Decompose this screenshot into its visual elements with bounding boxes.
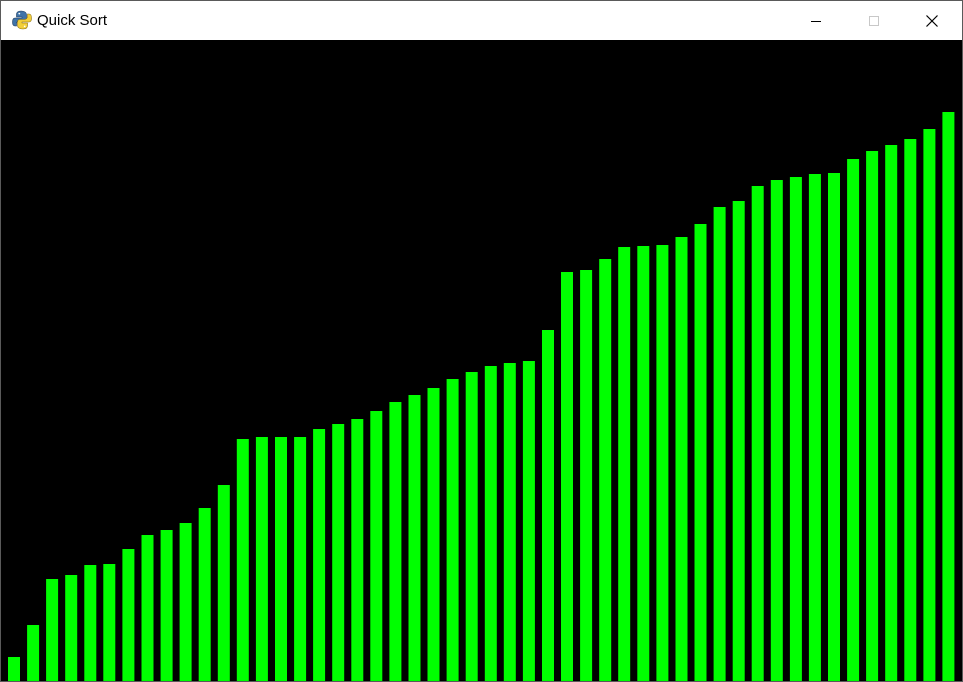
bar-27 xyxy=(503,363,516,681)
bar-41 xyxy=(770,180,783,681)
sort-visualization-canvas xyxy=(2,41,962,681)
bar-33 xyxy=(618,247,631,681)
bar-19 xyxy=(351,419,364,681)
bar-29 xyxy=(542,330,554,681)
bar-4 xyxy=(65,575,78,681)
bar-45 xyxy=(847,159,860,681)
bar-13 xyxy=(236,439,249,681)
bar-31 xyxy=(580,270,593,681)
bar-5 xyxy=(84,565,97,681)
maximize-button[interactable] xyxy=(845,1,903,40)
bar-46 xyxy=(866,151,879,681)
bar-12 xyxy=(217,485,230,681)
bar-7 xyxy=(122,549,135,681)
bar-15 xyxy=(275,437,287,681)
bar-28 xyxy=(522,361,535,681)
title-bar[interactable]: Quick Sort xyxy=(1,1,962,40)
bar-9 xyxy=(160,530,173,681)
bar-42 xyxy=(789,177,802,681)
bar-18 xyxy=(332,424,345,681)
bar-44 xyxy=(828,173,840,681)
bar-49 xyxy=(923,129,936,681)
bar-14 xyxy=(255,437,268,681)
bar-2 xyxy=(27,625,40,681)
close-button[interactable] xyxy=(903,1,961,40)
bar-35 xyxy=(656,245,669,681)
bar-26 xyxy=(484,366,497,681)
bar-17 xyxy=(313,429,326,681)
bar-36 xyxy=(675,237,688,681)
bar-30 xyxy=(561,272,573,681)
bar-23 xyxy=(427,388,440,681)
bar-40 xyxy=(751,186,764,681)
python-snake-icon xyxy=(12,10,32,30)
minimize-button[interactable] xyxy=(787,1,845,40)
bar-48 xyxy=(904,139,917,681)
bar-47 xyxy=(885,145,898,681)
bar-10 xyxy=(179,523,192,681)
bar-39 xyxy=(732,201,745,681)
bar-20 xyxy=(370,411,383,681)
bar-16 xyxy=(294,437,307,681)
bar-22 xyxy=(408,395,421,681)
bar-chart xyxy=(8,112,955,681)
bar-34 xyxy=(637,246,650,681)
bar-24 xyxy=(446,379,459,681)
bar-25 xyxy=(465,372,478,681)
bar-11 xyxy=(198,508,211,681)
maximize-icon xyxy=(869,15,879,26)
bar-3 xyxy=(46,579,59,681)
bar-21 xyxy=(389,402,402,681)
bar-37 xyxy=(694,224,707,681)
bar-50 xyxy=(942,112,955,681)
bar-6 xyxy=(103,564,116,681)
minimize-icon xyxy=(811,20,821,22)
window-title: Quick Sort xyxy=(37,12,108,29)
close-icon xyxy=(926,14,938,27)
bar-1 xyxy=(8,657,20,681)
bar-32 xyxy=(599,259,612,681)
bar-38 xyxy=(713,207,726,681)
bar-43 xyxy=(808,174,821,681)
bar-8 xyxy=(141,535,154,681)
